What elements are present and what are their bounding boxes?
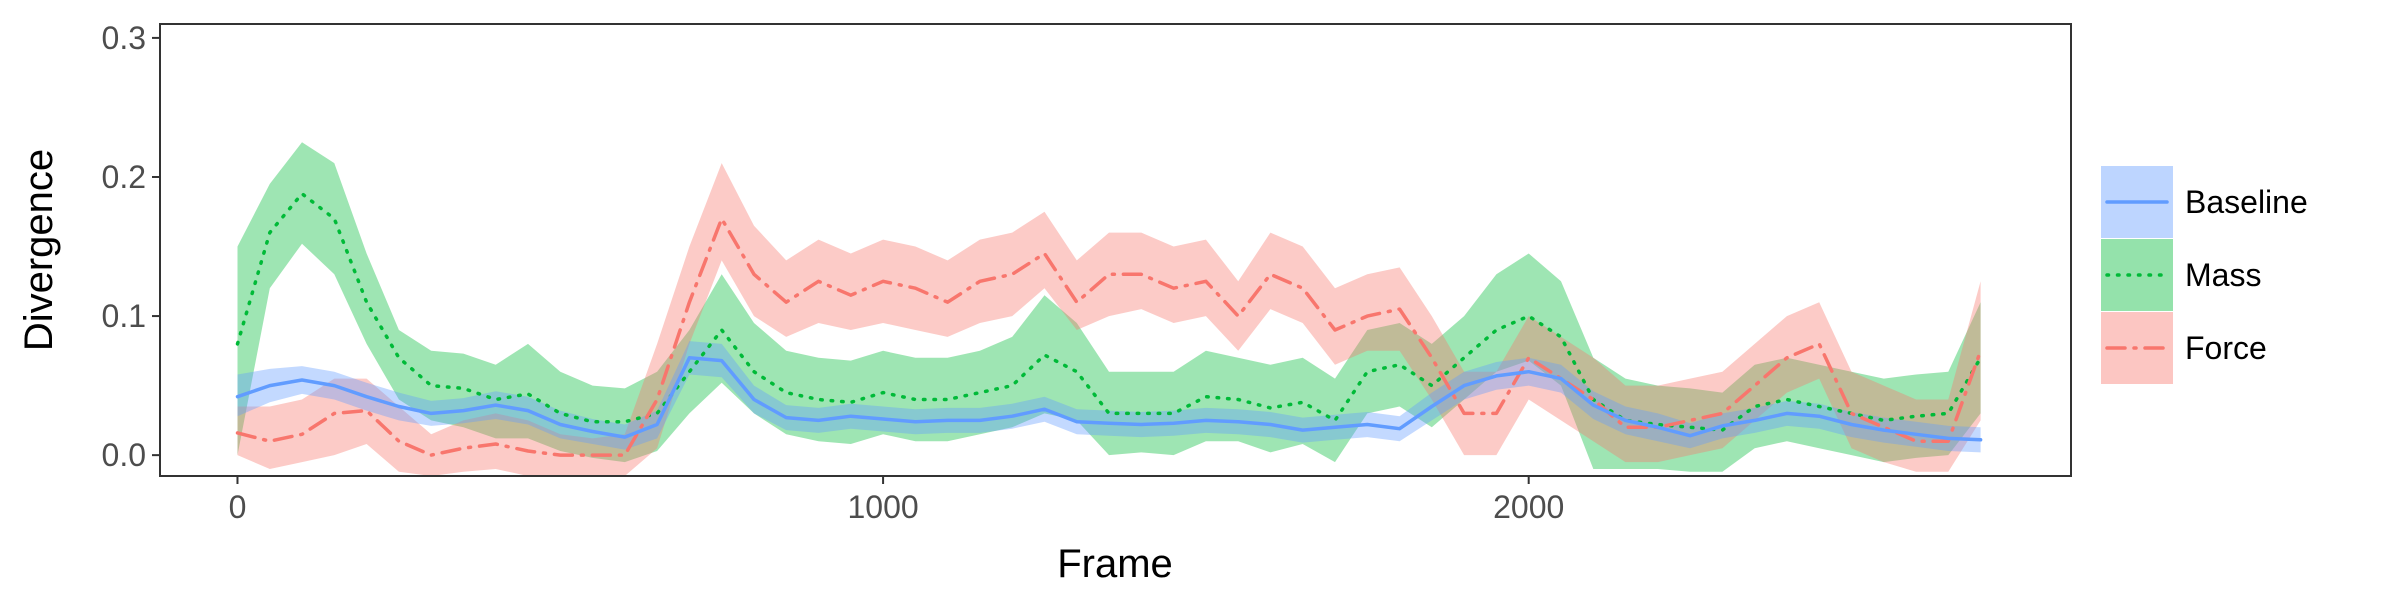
legend-label-mass: Mass — [2185, 257, 2261, 293]
legend: Baseline Mass Force — [2101, 166, 2308, 384]
x-tick-label: 2000 — [1493, 489, 1564, 525]
x-axis-title: Frame — [1057, 542, 1173, 586]
legend-item-force: Force — [2101, 312, 2267, 384]
y-tick-label: 0.0 — [102, 437, 146, 473]
legend-label-force: Force — [2185, 330, 2267, 366]
line-mass — [235, 191, 1983, 432]
x-tick-label: 1000 — [847, 489, 918, 525]
band-force — [237, 163, 1981, 476]
line-baseline — [235, 356, 1983, 442]
legend-item-baseline: Baseline — [2101, 166, 2308, 238]
legend-label-baseline: Baseline — [2185, 184, 2308, 220]
x-axis: 0 1000 2000 — [229, 476, 1564, 525]
line-force — [235, 216, 1983, 457]
series-lines — [235, 191, 1983, 457]
y-tick-label: 0.1 — [102, 298, 146, 334]
y-tick-label: 0.3 — [102, 20, 146, 56]
y-axis: 0.0 0.1 0.2 0.3 — [102, 20, 160, 473]
x-tick-label: 0 — [229, 489, 247, 525]
plot-panel-border — [159, 23, 2072, 477]
y-axis-title: Divergence — [17, 149, 61, 351]
y-tick-label: 0.2 — [102, 159, 146, 195]
legend-item-mass: Mass — [2101, 239, 2261, 311]
